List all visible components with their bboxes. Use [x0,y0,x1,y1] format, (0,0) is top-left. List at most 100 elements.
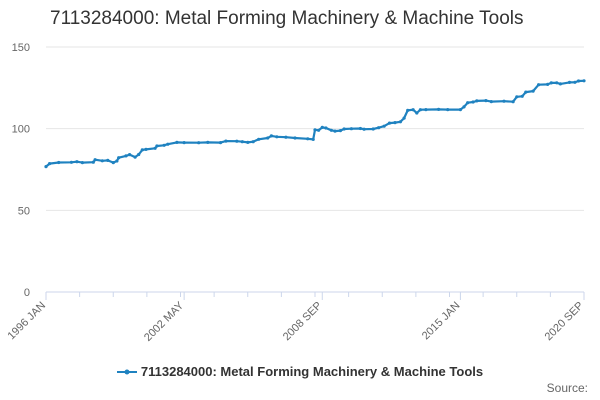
data-point [415,111,419,115]
data-point [558,82,563,86]
data-point [371,127,375,131]
legend[interactable]: 7113284000: Metal Forming Machinery & Ma… [0,364,600,379]
data-point [144,147,148,151]
data-point [458,108,462,112]
data-point [115,159,119,163]
x-tick-label: 2020 SEP [543,300,587,344]
y-tick-label: 150 [12,42,30,54]
data-point [284,135,288,139]
series-layer [44,79,586,169]
data-point [537,83,541,87]
data-point [137,152,141,157]
data-point [471,100,475,104]
data-point [358,126,362,131]
data-point [462,105,466,109]
data-point [324,126,328,130]
data-point [218,141,223,145]
data-point [128,153,132,157]
data-point [342,127,346,131]
data-point [489,100,493,104]
data-point [69,160,73,164]
data-point [57,160,61,165]
data-point [117,156,121,160]
data-point [484,99,488,103]
data-point [549,81,553,85]
data-point [524,90,528,94]
data-point [515,95,519,99]
data-point [377,126,381,130]
data-point [511,100,515,104]
data-point [329,128,333,132]
data-point [531,89,535,93]
data-point [93,158,97,162]
data-point [573,80,577,84]
data-point [567,80,572,84]
source-credit: Source: [546,381,588,395]
legend-swatch-marker [124,369,130,374]
data-point [338,129,342,133]
data-point [166,142,170,146]
data-point [387,121,392,125]
data-point [576,79,581,83]
data-point [106,158,110,162]
data-point [411,108,415,112]
data-point [182,141,186,145]
data-point [235,139,239,143]
data-point [555,81,559,85]
data-point [362,127,366,131]
x-tick-label: 2008 SEP [281,300,325,344]
data-point [382,124,386,128]
data-point [466,101,470,105]
data-point [320,125,324,129]
data-point [293,136,297,140]
data-point [475,99,479,103]
data-point [175,140,179,144]
data-point [257,137,261,141]
data-point [398,120,402,124]
x-axis: 1996 JAN 2002 MAY 2008 SEP 2015 JAN 2020 SEP [5,291,587,344]
data-point [349,127,353,131]
y-axis: 0 50 100 150 [12,42,30,299]
data-point [582,79,586,83]
legend-swatch [116,369,137,374]
x-tick-label: 1996 JAN [5,300,48,343]
data-point [133,155,137,159]
data-point [75,160,79,164]
data-point [206,140,210,144]
data-point [446,108,450,112]
data-point [393,121,397,125]
data-point [80,161,84,165]
data-point [197,141,201,145]
data-point [275,135,279,139]
data-point [437,107,441,111]
data-point [269,134,273,138]
chart-title: 7113284000: Metal Forming Machinery & Ma… [50,8,524,29]
x-tick-label: 2015 JAN [420,300,463,343]
legend-label: 7113284000: Metal Forming Machinery & Ma… [140,364,484,379]
x-tick-label: 2002 MAY [142,299,187,344]
data-point [406,108,410,112]
data-point [306,137,310,141]
data-point [91,160,95,164]
data-point [140,148,144,152]
data-point [48,162,52,166]
data-point [520,94,524,98]
data-point [162,143,166,147]
data-point [240,140,244,144]
data-point [546,82,550,86]
data-point [251,140,255,144]
data-point [44,165,48,169]
data-point [224,139,228,143]
data-point [333,129,337,133]
y-tick-label: 0 [24,287,30,299]
data-point [153,146,157,150]
data-point [155,144,159,148]
data-point [402,116,406,120]
data-point [502,99,506,103]
data-point [246,140,250,144]
data-point [313,128,317,132]
series-line [45,79,585,168]
data-point [317,128,321,132]
data-point [266,136,270,140]
